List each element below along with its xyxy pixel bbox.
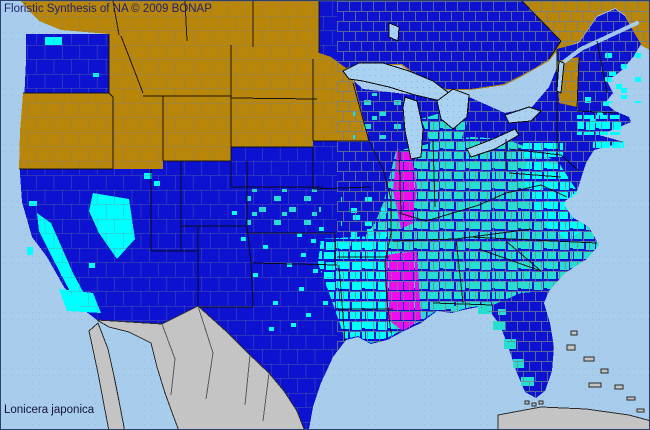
- lake-champlain: [556, 60, 565, 94]
- lake-nipigon: [388, 22, 400, 42]
- mexico-region: [88, 305, 649, 429]
- lake-erie: [466, 128, 520, 158]
- province-borders: [112, 1, 562, 60]
- species-name-label: Lonicera japonica: [4, 404, 95, 416]
- map-title: Floristic Synthesis of NA © 2009 BONAP: [4, 3, 212, 15]
- st-lawrence-river: [563, 21, 639, 63]
- mexico-state-borders: [161, 305, 270, 422]
- cuba-island: [497, 406, 649, 429]
- state-borders: [19, 34, 618, 342]
- lake-michigan: [402, 96, 424, 160]
- lake-ontario: [504, 106, 542, 124]
- mexico-mainland: [96, 305, 305, 429]
- baja-california: [88, 322, 125, 429]
- lake-huron: [436, 88, 470, 130]
- florida-keys: [524, 400, 544, 407]
- great-lakes: [342, 22, 565, 160]
- bahamas-islands: [566, 330, 645, 413]
